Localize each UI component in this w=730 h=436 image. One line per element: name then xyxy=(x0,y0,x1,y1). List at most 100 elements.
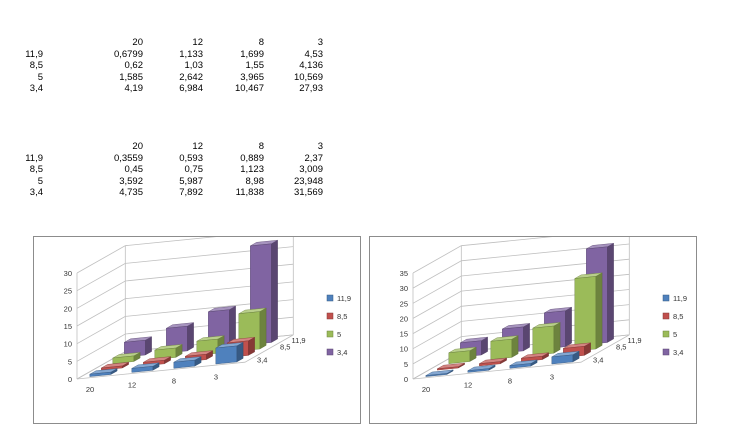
header-cell: 12 xyxy=(192,141,203,152)
row-label: 8,5 xyxy=(29,164,43,175)
y-tick-label: 5 xyxy=(68,357,72,366)
chart-frame-1[interactable]: 0 5 10 15 20 25 30 20 12 8 3 11,9 8,5 3,4 11,9 8,5 5 3,4 xyxy=(33,228,361,424)
bar-11,9-3[interactable] xyxy=(215,342,244,365)
bar-8,5-12[interactable] xyxy=(479,357,507,367)
y-tick-label: 20 xyxy=(64,304,72,313)
chart-grid: 0 5 10 15 20 25 30 35 xyxy=(400,228,630,384)
legend-swatch xyxy=(662,312,670,320)
depth-tick-label: 3,4 xyxy=(257,356,267,365)
chart-floor xyxy=(412,334,630,380)
row-label: 11,9 xyxy=(25,152,43,164)
table-cell: 0,3559 xyxy=(113,152,143,164)
depth-tick-label: 8,5 xyxy=(280,343,290,352)
legend-swatch xyxy=(326,294,334,302)
x-tick-label: 12 xyxy=(128,381,136,390)
table-cell: 4,19 xyxy=(124,83,144,94)
row-label: 3,4 xyxy=(29,187,43,198)
table-cell: 0,593 xyxy=(179,152,203,164)
row-label: 5 xyxy=(37,175,43,187)
bar-11,9-20[interactable] xyxy=(425,369,454,377)
table-cell: 8,98 xyxy=(245,175,265,187)
legend-label: 11,9 xyxy=(673,294,687,303)
table-cell: 1,55 xyxy=(245,60,265,71)
table-cell: 2,37 xyxy=(304,152,324,164)
x-tick-label: 20 xyxy=(86,385,94,394)
legend-label: 11,9 xyxy=(337,294,351,303)
legend-label: 3,4 xyxy=(337,348,347,357)
bar-5-8[interactable] xyxy=(532,322,561,356)
y-tick-label: 20 xyxy=(400,314,408,323)
chart-floor xyxy=(76,334,294,380)
depth-tick-label: 8,5 xyxy=(616,343,626,352)
bars xyxy=(425,242,614,377)
y-tick-label: 10 xyxy=(400,345,408,354)
table-cell: 0,6799 xyxy=(113,48,143,60)
legend-swatch xyxy=(326,312,334,320)
bar-8,5-20[interactable] xyxy=(101,361,129,371)
y-tick-label: 35 xyxy=(400,269,408,278)
y-tick-label: 15 xyxy=(400,330,408,339)
y-tick-label: 0 xyxy=(404,375,408,384)
depth-tick-label: 11,9 xyxy=(292,336,306,345)
header-cell: 8 xyxy=(258,141,264,152)
bar-5-12[interactable] xyxy=(490,335,519,360)
table-cell: 1,03 xyxy=(184,60,204,71)
table-cell: 1,585 xyxy=(119,71,143,83)
table-cell: 23,948 xyxy=(293,175,323,187)
header-cell: 20 xyxy=(132,37,143,48)
table-cell: 5,987 xyxy=(179,175,203,187)
y-tick-label: 0 xyxy=(68,375,72,384)
bar-11,9-12[interactable] xyxy=(131,362,160,373)
table-cell: 1,699 xyxy=(240,48,264,60)
bar-8,5-20[interactable] xyxy=(437,362,465,371)
table-cell: 4,136 xyxy=(299,60,323,71)
legend-label: 5 xyxy=(673,330,677,339)
y-tick-label: 30 xyxy=(64,269,72,278)
table-cell: 1,133 xyxy=(179,48,203,60)
header-cell: 3 xyxy=(317,141,323,152)
table-cell: 3,592 xyxy=(119,175,143,187)
header-cell: 20 xyxy=(132,141,143,152)
legend-label: 3,4 xyxy=(673,348,683,357)
legend-label: 5 xyxy=(337,330,341,339)
bar-5-20[interactable] xyxy=(448,346,477,364)
bar-11,9-3[interactable] xyxy=(551,350,580,365)
table-cell: 11,838 xyxy=(235,187,264,198)
chart-frame-2[interactable]: 0 5 10 15 20 25 30 35 20 12 8 3 11,9 8,5 3,4 11,9 8,5 5 3,… xyxy=(369,228,697,424)
bar-11,9-12[interactable] xyxy=(467,364,496,373)
legend-swatch xyxy=(662,330,670,338)
x-tick-label: 12 xyxy=(464,381,472,390)
legend-swatch xyxy=(662,294,670,302)
bar-5-20[interactable] xyxy=(112,352,141,364)
legend: 11,9 8,5 5 3,4 xyxy=(662,294,687,357)
depth-tick-label: 3,4 xyxy=(593,356,603,365)
x-tick-label: 8 xyxy=(508,377,512,386)
row-label: 11,9 xyxy=(25,48,43,60)
table-cell: 27,93 xyxy=(299,83,323,94)
table-cell: 0,75 xyxy=(184,164,204,175)
bar-11,9-8[interactable] xyxy=(509,359,538,369)
row-label: 3,4 xyxy=(29,83,43,94)
y-tick-label: 25 xyxy=(64,287,72,296)
table-cell: 0,889 xyxy=(240,152,264,164)
table-cell: 6,984 xyxy=(179,83,203,94)
legend: 11,9 8,5 5 3,4 xyxy=(326,294,351,357)
x-tick-label: 8 xyxy=(172,377,176,386)
bar-11,9-20[interactable] xyxy=(89,368,118,377)
x-tick-label: 20 xyxy=(422,385,430,394)
y-tick-label: 5 xyxy=(404,360,408,369)
header-cell: 3 xyxy=(317,37,323,48)
table-cell: 10,467 xyxy=(234,83,264,94)
y-tick-label: 10 xyxy=(64,340,72,349)
table-cell: 7,892 xyxy=(179,187,203,198)
bar-11,9-8[interactable] xyxy=(173,356,202,369)
header-cell: 12 xyxy=(192,37,203,48)
y-tick-label: 15 xyxy=(64,322,72,331)
table-cell: 4,735 xyxy=(119,187,143,198)
legend-swatch xyxy=(326,348,334,356)
bar-5-3[interactable] xyxy=(574,272,603,352)
table-cell: 1,123 xyxy=(240,164,264,175)
legend-label: 8,5 xyxy=(337,312,347,321)
